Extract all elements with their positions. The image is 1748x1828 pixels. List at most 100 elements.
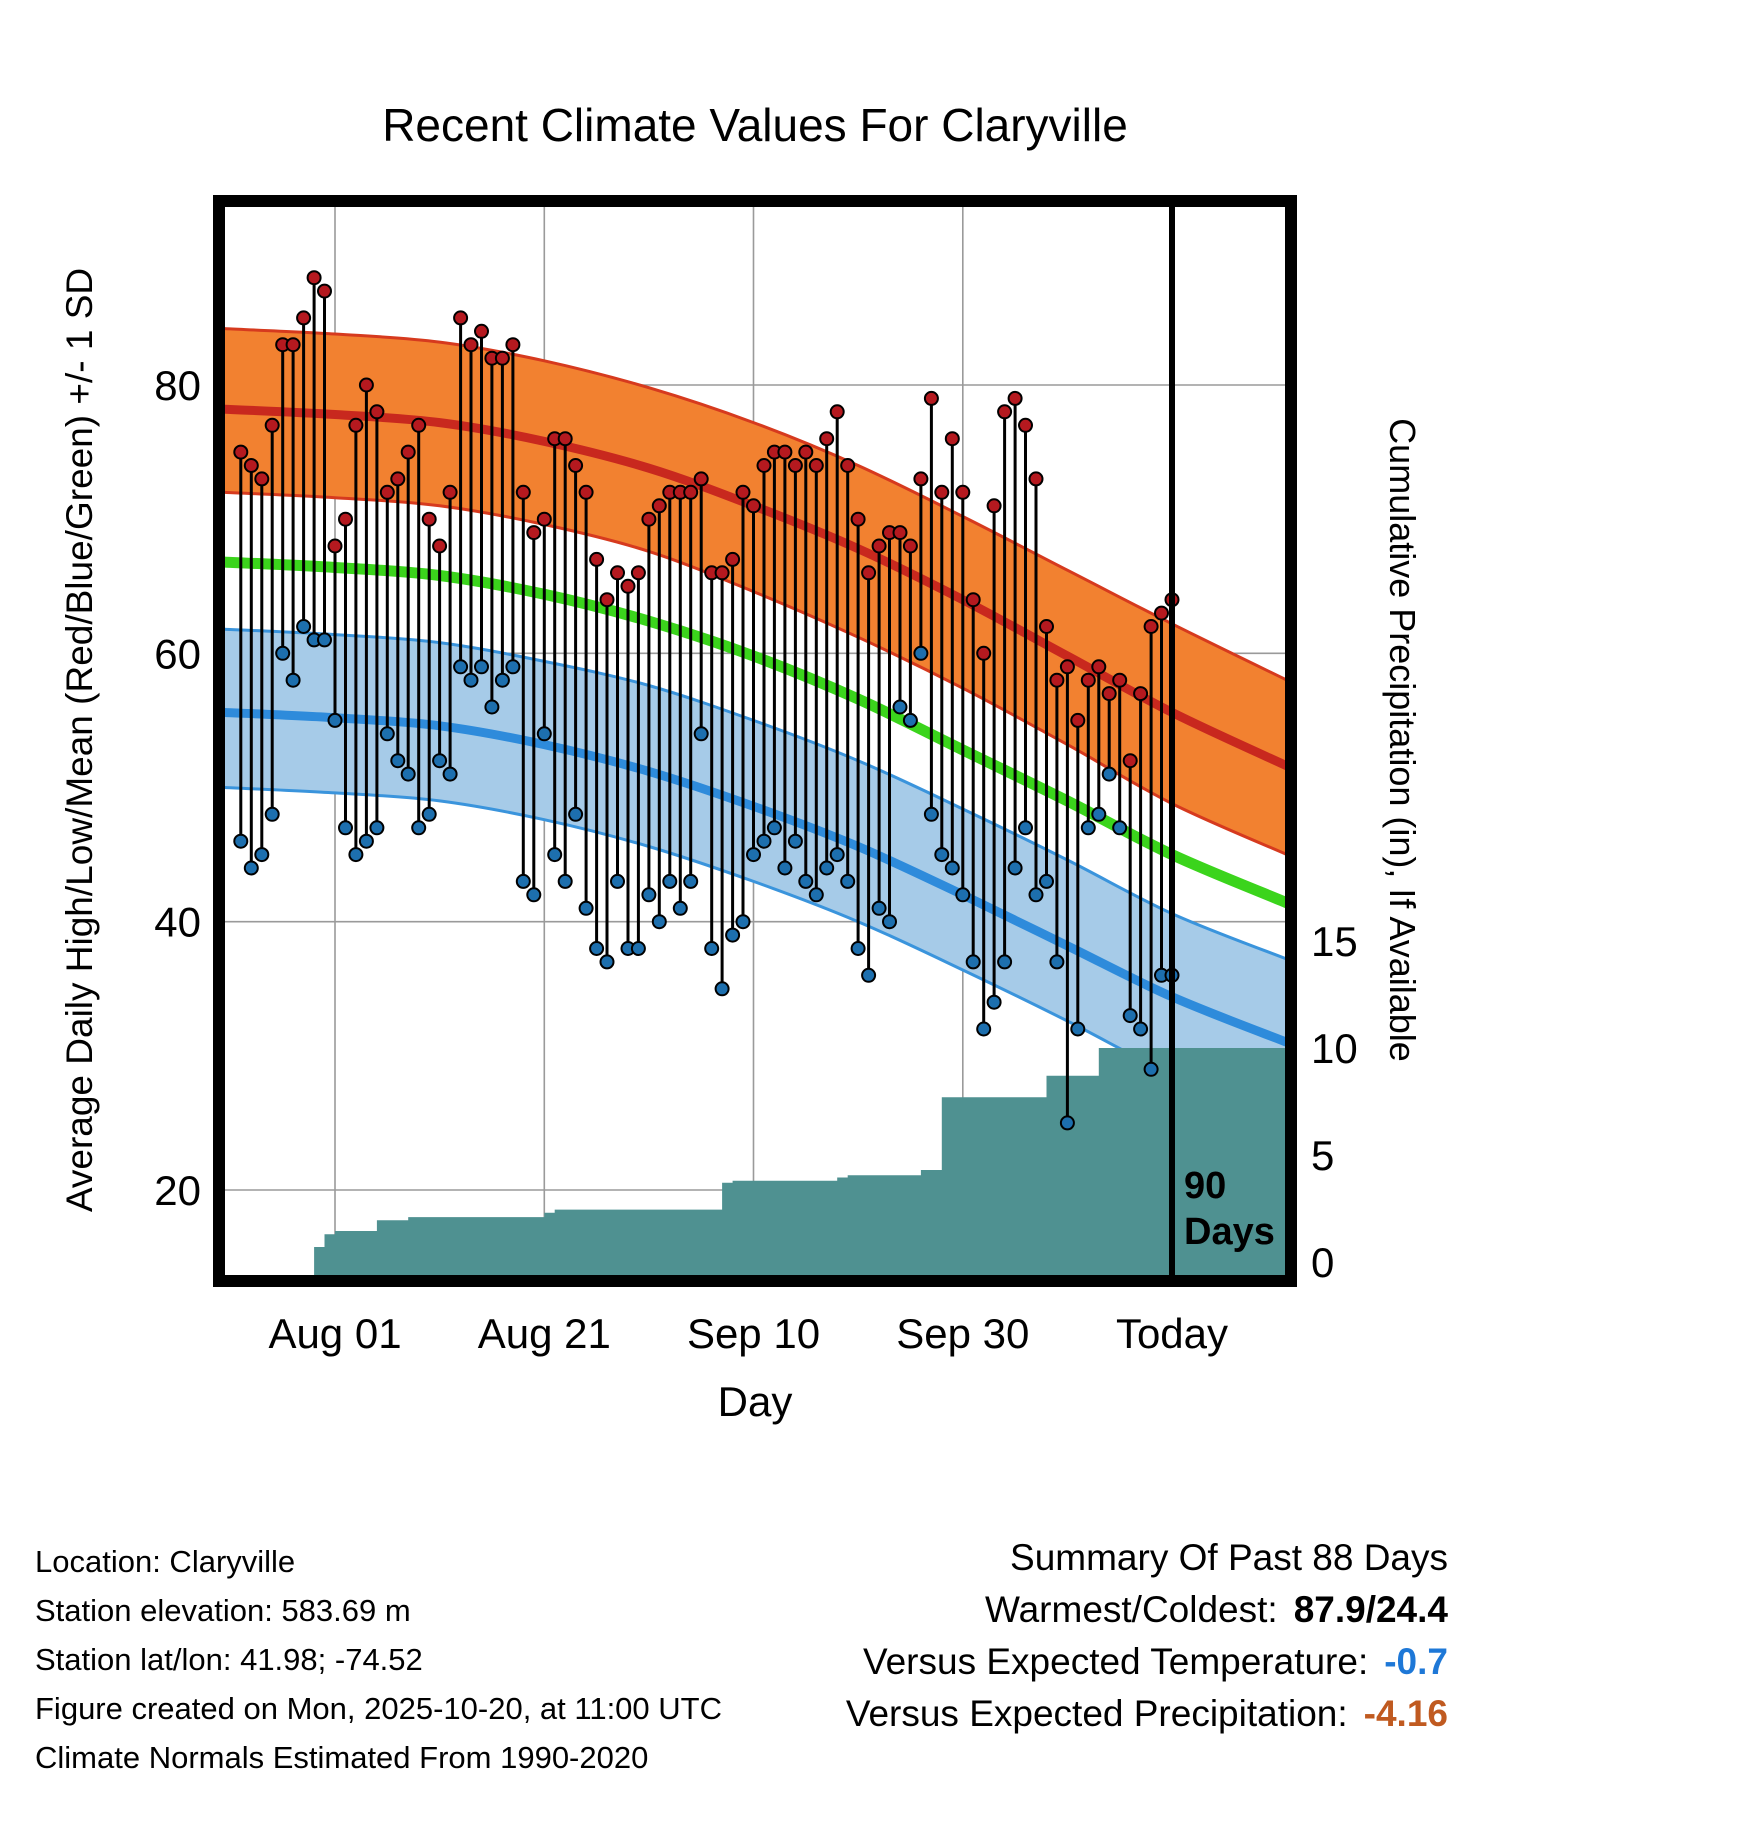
- daily-high-dot: [285, 337, 301, 353]
- daily-high-dot: [442, 484, 458, 500]
- daily-low-dot: [725, 927, 741, 943]
- daily-low-dot: [233, 833, 249, 849]
- summary-title: Summary Of Past 88 Days: [1010, 1537, 1448, 1578]
- daily-high-dot: [798, 444, 814, 460]
- station-latlon: Station lat/lon: 41.98; -74.52: [35, 1642, 423, 1677]
- summary-vs-temperature-row: Versus Expected Temperature: -0.7: [846, 1636, 1448, 1688]
- daily-high-dot: [369, 404, 385, 420]
- daily-high-dot: [338, 511, 353, 527]
- low-band-lower-edge: [225, 786, 1285, 1121]
- daily-low-dot: [986, 994, 1002, 1010]
- daily-high-dot: [453, 310, 469, 326]
- daily-low-dot: [254, 847, 270, 863]
- daily-high-dot: [819, 431, 835, 447]
- summary-vs-precipitation-row: Versus Expected Precipitation: -4.16: [846, 1688, 1448, 1740]
- daily-low-dot: [243, 860, 259, 876]
- daily-low-dot: [275, 645, 291, 661]
- daily-high-dot: [1101, 686, 1117, 702]
- daily-high-dot: [474, 323, 489, 339]
- daily-low-dot: [327, 712, 343, 728]
- daily-high-dot: [892, 525, 908, 541]
- daily-low-dot: [672, 900, 688, 916]
- daily-low-dot: [338, 820, 353, 836]
- x-axis-label: Day: [717, 1378, 793, 1425]
- daily-low-dot: [442, 766, 458, 782]
- daily-low-dot: [578, 900, 594, 916]
- daily-low-dot: [641, 887, 657, 903]
- daily-high-dot: [714, 565, 730, 581]
- left-axis-tick-label: 80: [154, 362, 201, 409]
- daily-high-dot: [1154, 605, 1169, 621]
- daily-low-dot: [264, 806, 280, 822]
- daily-low-dot: [1080, 820, 1096, 836]
- daily-low-dot: [651, 914, 667, 930]
- daily-high-dot: [777, 444, 793, 460]
- daily-high-dot: [494, 350, 510, 366]
- daily-high-dot: [871, 538, 887, 554]
- daily-low-dot: [955, 887, 971, 903]
- daily-high-dot: [1122, 753, 1138, 769]
- daily-high-dot: [850, 511, 866, 527]
- daily-low-dot: [536, 726, 552, 742]
- daily-low-dot: [746, 847, 761, 863]
- plot-content: [225, 207, 1285, 1275]
- daily-extreme-dots: [233, 270, 1180, 1131]
- daily-low-dot: [1112, 820, 1128, 836]
- daily-low-dot: [411, 820, 427, 836]
- daily-low-dot: [557, 873, 573, 889]
- left-axis-tick-label: 60: [154, 630, 201, 677]
- daily-low-dot: [317, 632, 332, 648]
- summary-label: Versus Expected Temperature:: [862, 1641, 1369, 1682]
- daily-high-dot: [254, 471, 270, 487]
- daily-low-dot: [850, 941, 866, 956]
- daily-high-dot: [1049, 672, 1065, 688]
- daily-low-dot: [756, 833, 772, 849]
- daily-high-dot: [589, 551, 605, 567]
- daily-high-dot: [902, 538, 918, 554]
- daily-low-dot: [630, 941, 646, 956]
- summary-value: -0.7: [1384, 1641, 1448, 1682]
- daily-low-dot: [662, 873, 678, 889]
- summary-value: 87.9/24.4: [1293, 1589, 1448, 1630]
- daily-high-dot: [923, 390, 939, 406]
- daily-high-dot: [808, 458, 824, 473]
- daily-high-dot: [233, 444, 249, 460]
- daily-high-dot: [1091, 659, 1107, 675]
- daily-high-dot: [997, 404, 1013, 420]
- daily-low-dot: [997, 954, 1013, 970]
- daily-low-dot: [840, 873, 856, 889]
- plot-border: [213, 195, 1297, 1287]
- daily-high-dot: [683, 484, 699, 500]
- cumulative-precip-area: [225, 1048, 1285, 1275]
- daily-low-dot: [1133, 1021, 1149, 1037]
- summary-label: Versus Expected Precipitation:: [845, 1693, 1348, 1734]
- daily-low-dot: [976, 1021, 992, 1037]
- daily-low-dot: [714, 981, 730, 997]
- daily-low-dot: [787, 833, 803, 849]
- daily-low-dot: [526, 887, 542, 903]
- daily-high-dot: [861, 565, 877, 581]
- left-axis-tick-label: 20: [154, 1167, 201, 1214]
- daily-range-stems: [239, 277, 1174, 1123]
- daily-low-dot: [1028, 887, 1044, 903]
- daily-low-dot: [934, 847, 950, 863]
- daily-low-dot: [515, 873, 531, 889]
- daily-low-dot: [348, 847, 364, 863]
- daily-low-dot: [683, 873, 699, 889]
- daily-high-dot: [1018, 417, 1033, 433]
- daily-high-dot: [986, 498, 1002, 514]
- daily-low-dot: [1091, 806, 1107, 822]
- chart-title: Recent Climate Values For Claryville: [382, 99, 1128, 151]
- daily-low-dot: [568, 806, 584, 822]
- daily-high-dot: [400, 444, 416, 460]
- summary-block: Summary Of Past 88 Days Warmest/Coldest:…: [846, 1532, 1448, 1740]
- daily-low-dot: [777, 860, 793, 876]
- daily-high-dot: [1133, 686, 1149, 702]
- ninety-days-annotation: 90: [1184, 1165, 1226, 1207]
- daily-low-dot: [494, 672, 510, 688]
- daily-high-dot: [651, 498, 667, 514]
- daily-low-dot: [505, 659, 521, 675]
- daily-low-dot: [1007, 860, 1023, 876]
- climate-normals-note: Climate Normals Estimated From 1990-2020: [35, 1740, 649, 1775]
